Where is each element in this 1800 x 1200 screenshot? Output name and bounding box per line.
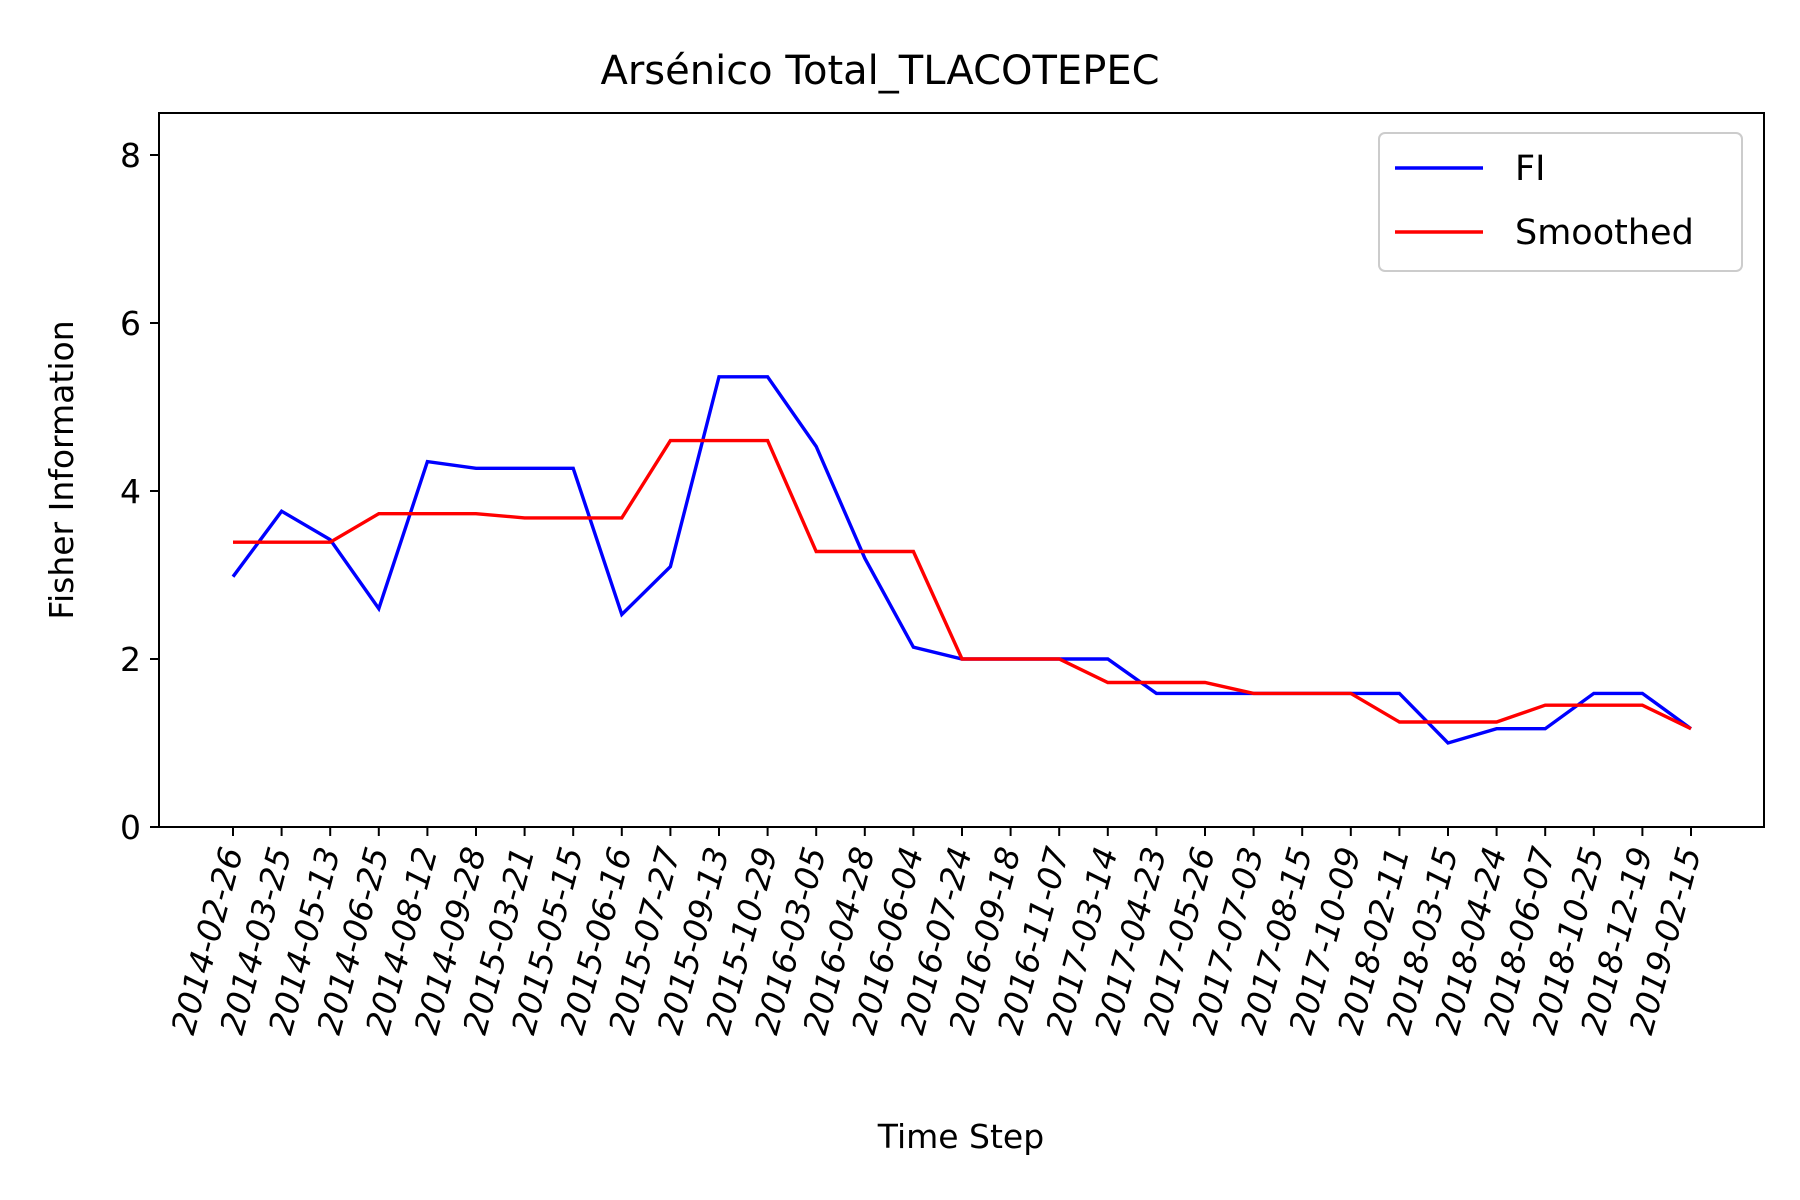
series-line-smoothed [233, 438, 1692, 731]
y-axis: 0 2 4 6 8 [120, 136, 159, 847]
y-tick-label: 6 [120, 304, 141, 343]
legend-label-fi: FI [1515, 149, 1545, 189]
y-tick-label: 8 [120, 136, 141, 175]
x-axis: 2014-02-262014-03-252014-05-132014-06-25… [163, 827, 1709, 1038]
series-layer [231, 375, 1692, 745]
y-tick-label: 4 [120, 472, 141, 511]
series-line-fi [231, 375, 1692, 745]
y-axis-label: Fisher Information [42, 320, 81, 619]
legend-label-smoothed: Smoothed [1515, 213, 1694, 253]
legend: FI Smoothed [1378, 132, 1743, 272]
y-tick-label: 0 [120, 808, 141, 847]
x-axis-label: Time Step [877, 1117, 1044, 1156]
chart-title: Arsénico Total_TLACOTEPEC [600, 48, 1159, 94]
y-tick-label: 2 [120, 640, 141, 679]
